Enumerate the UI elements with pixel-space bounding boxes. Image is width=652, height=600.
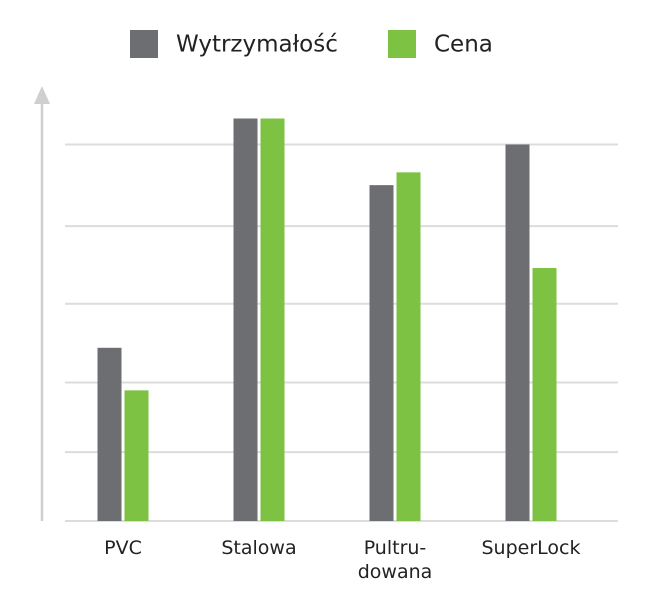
legend-swatch <box>130 30 158 58</box>
bar <box>124 390 149 521</box>
bar <box>369 185 394 521</box>
bar <box>532 267 557 521</box>
bar <box>97 347 122 521</box>
bar <box>233 118 258 521</box>
legend-swatch <box>388 30 416 58</box>
legend-label: Cena <box>434 32 493 58</box>
bar <box>396 172 421 521</box>
x-tick-label: PVC <box>104 537 142 559</box>
x-tick-label: SuperLock <box>481 537 581 559</box>
bar <box>260 118 285 521</box>
x-tick-label: Pultru- dowana <box>357 537 433 583</box>
bar <box>505 144 530 521</box>
x-tick-label: Stalowa <box>221 537 297 559</box>
legend-label: Wytrzymałość <box>176 32 338 58</box>
y-axis-arrow <box>34 86 50 104</box>
